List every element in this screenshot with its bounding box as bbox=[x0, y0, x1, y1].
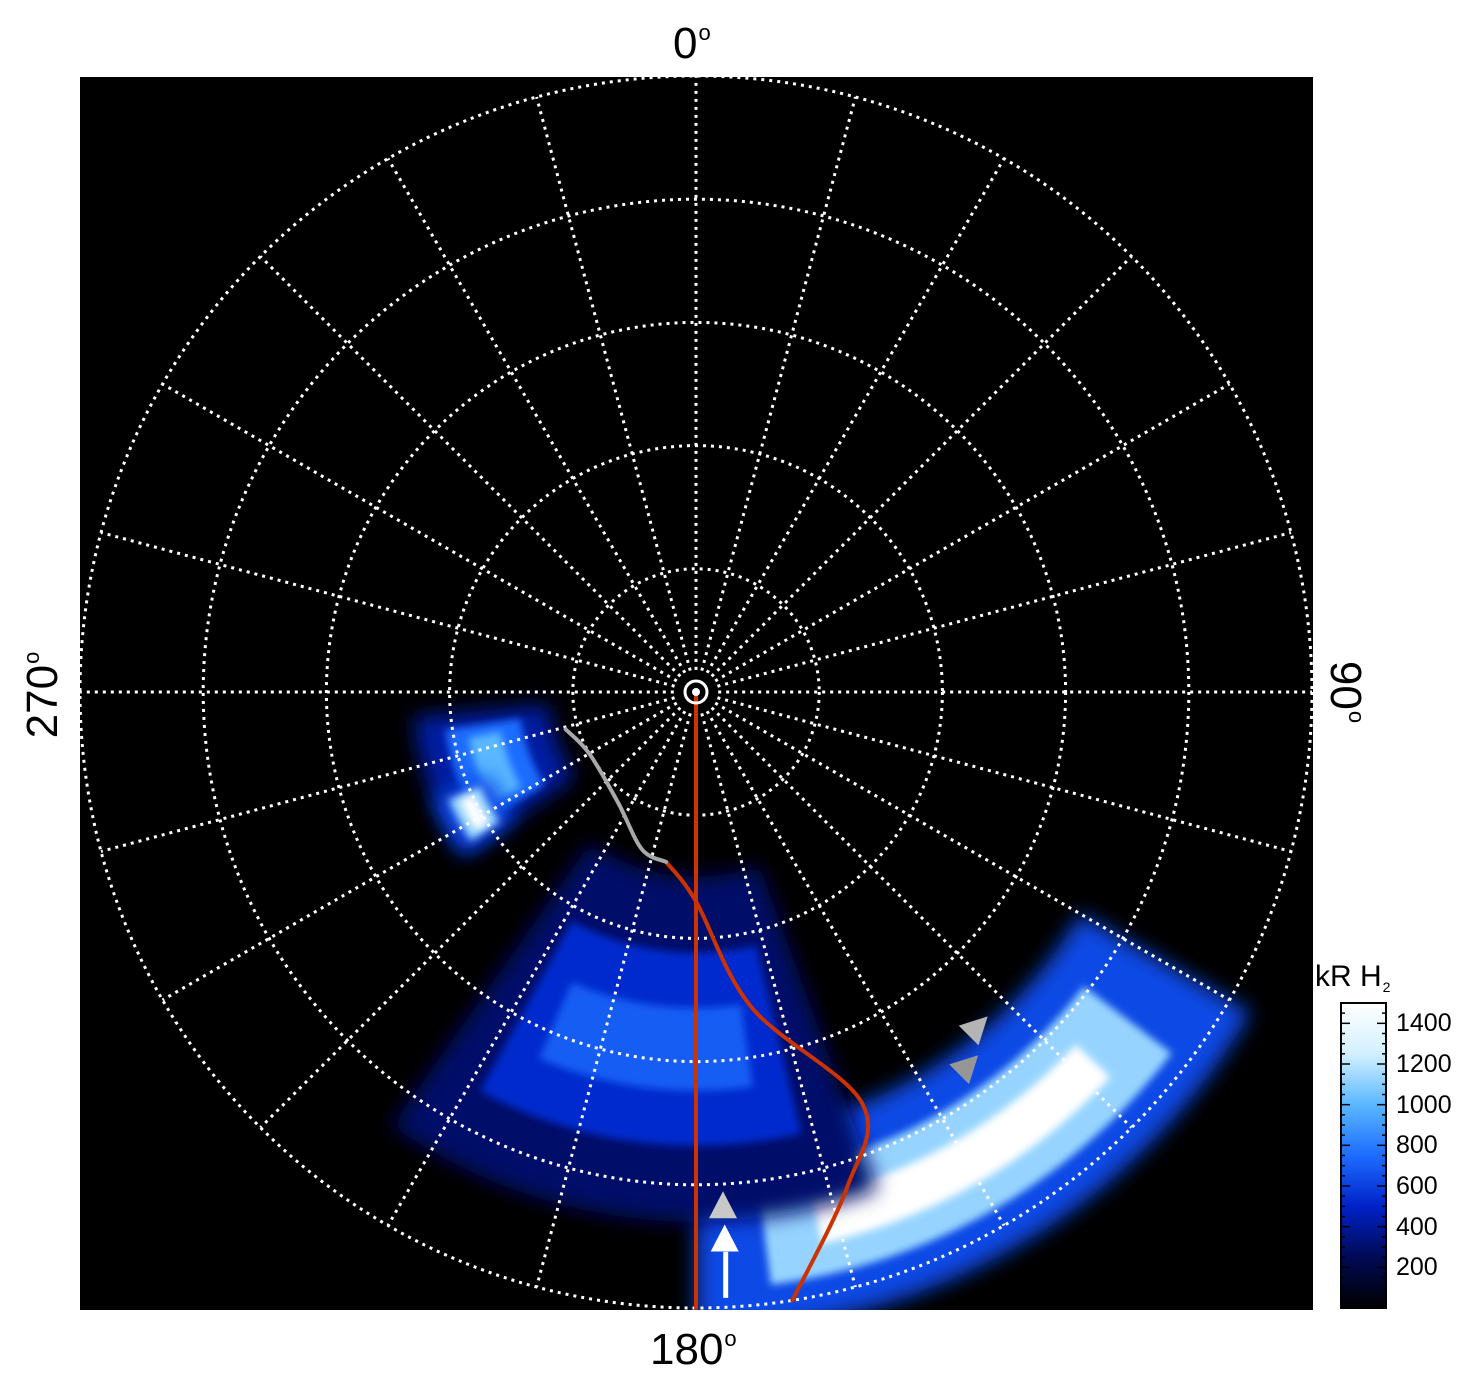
marker-0 bbox=[709, 1191, 737, 1219]
azimuth-label-270: 270o bbox=[18, 651, 67, 739]
grid-meridian bbox=[259, 706, 682, 1129]
colorbar-tick-marks bbox=[1341, 1012, 1386, 1299]
colorbar-tick-label: 1400 bbox=[1396, 1009, 1452, 1038]
grid-meridian bbox=[717, 531, 1292, 688]
colorbar-tick-label: 1000 bbox=[1396, 1090, 1452, 1119]
azimuth-label-180: 180o bbox=[650, 1325, 737, 1374]
grid-meridian bbox=[714, 701, 1231, 1002]
grid-meridian bbox=[535, 713, 692, 1288]
grid-meridian bbox=[700, 713, 857, 1288]
colorbar-tick-label: 200 bbox=[1396, 1253, 1438, 1282]
grid-meridian bbox=[386, 710, 687, 1227]
emission-peak-bright-spot bbox=[460, 794, 489, 831]
grid-meridian bbox=[700, 96, 857, 671]
grid-meridian bbox=[161, 382, 678, 683]
grid-meridian bbox=[710, 706, 1133, 1129]
marker-4 bbox=[949, 1055, 979, 1085]
grid-meridian bbox=[100, 696, 675, 853]
emission-peak-main-oval-arc bbox=[811, 1044, 1111, 1244]
trace-2 bbox=[563, 727, 669, 864]
grid-meridian bbox=[161, 701, 678, 1002]
grid-meridian bbox=[705, 157, 1006, 674]
grid-ring bbox=[324, 320, 1068, 1064]
grid-meridian bbox=[259, 255, 682, 678]
grid-meridian bbox=[710, 255, 1133, 678]
grid-meridian bbox=[714, 382, 1231, 683]
direction-markers bbox=[709, 1016, 988, 1298]
grid-meridian bbox=[535, 96, 692, 671]
pole-marker bbox=[683, 679, 709, 705]
emission-peak-polar-blob bbox=[468, 731, 521, 803]
colorbar-tick-label: 1200 bbox=[1396, 1050, 1452, 1078]
emission-peak-oval-trail bbox=[539, 982, 753, 1091]
footprint-traces bbox=[563, 690, 871, 1310]
grid-meridian bbox=[100, 531, 675, 688]
grid-ring bbox=[201, 197, 1191, 1187]
marker-arrowhead bbox=[710, 1224, 739, 1252]
grid-meridian bbox=[386, 157, 687, 674]
marker-arrowhead bbox=[709, 1191, 737, 1219]
colorbar-tick-label: 400 bbox=[1396, 1212, 1438, 1241]
azimuth-label-90: 90o bbox=[1321, 660, 1370, 724]
pole-dot bbox=[692, 688, 700, 696]
azimuth-label-0: 0o bbox=[673, 19, 711, 68]
colorbar-tick-label: 800 bbox=[1396, 1131, 1438, 1160]
grid-meridian bbox=[705, 710, 1006, 1227]
trace-1 bbox=[664, 859, 871, 1303]
colorbar bbox=[1340, 1002, 1387, 1309]
grid-meridian bbox=[717, 696, 1292, 853]
aurora-emission bbox=[392, 704, 1251, 1310]
marker-arrowhead bbox=[949, 1055, 979, 1085]
pole-ring bbox=[683, 679, 709, 705]
colorbar-tick-label: 600 bbox=[1396, 1172, 1438, 1200]
marker-1 bbox=[710, 1224, 739, 1252]
colorbar-title: kR H2 bbox=[1315, 960, 1391, 995]
marker-arrowhead bbox=[958, 1016, 988, 1046]
marker-3 bbox=[958, 1016, 988, 1046]
